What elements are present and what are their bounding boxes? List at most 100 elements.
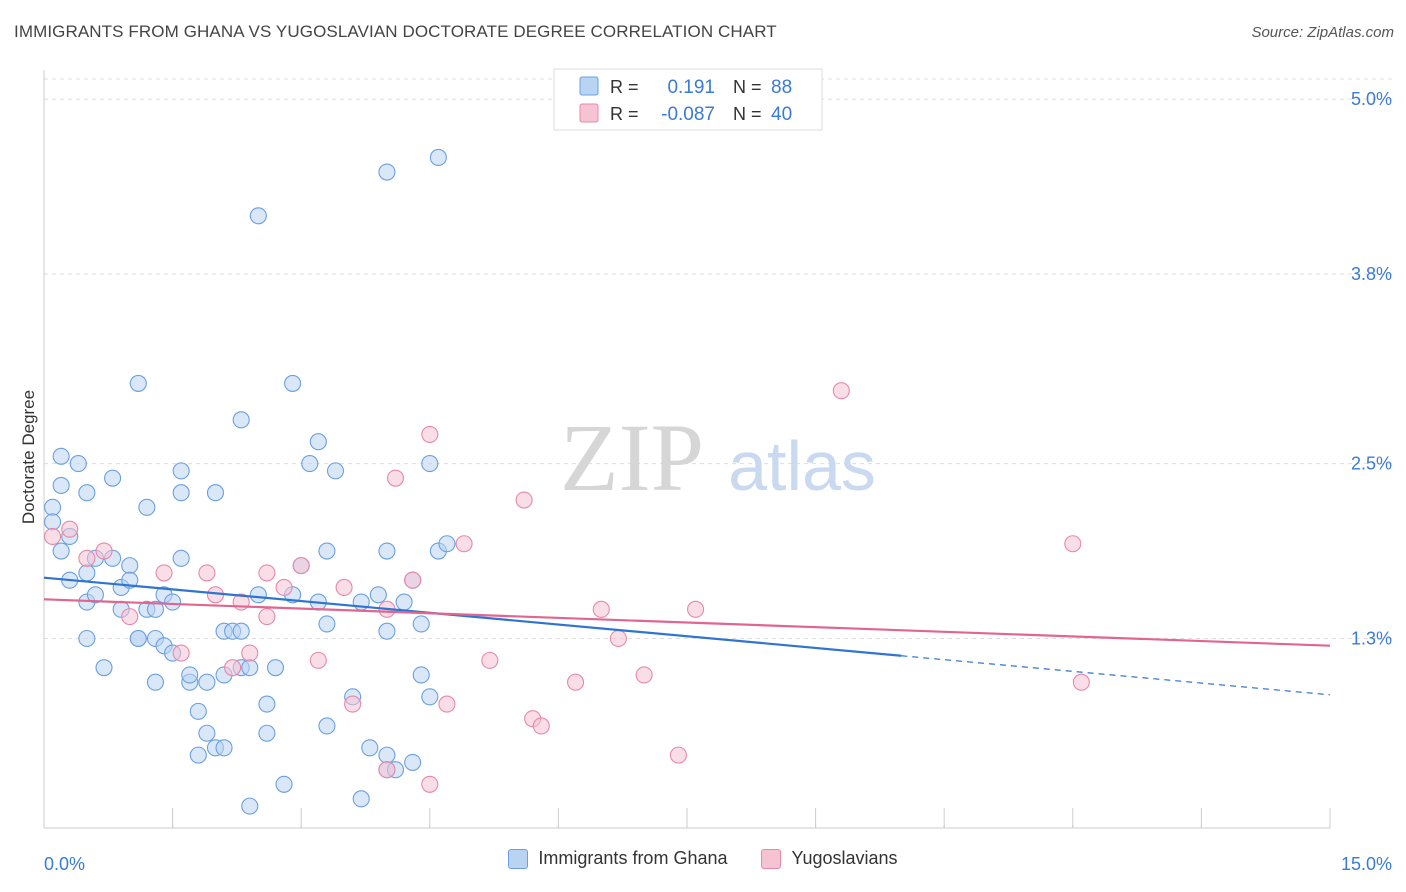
point-ghana [138,498,156,516]
point-ghana [232,411,250,429]
point-yugoslavian [438,695,456,713]
point-ghana [78,484,96,502]
stats-r-label-2: R = [610,104,639,124]
point-yugoslavian [669,746,687,764]
point-ghana [69,455,87,473]
point-yugoslavian [309,651,327,669]
point-ghana [249,207,267,225]
point-yugoslavian [515,491,533,509]
point-ghana [275,775,293,793]
point-ghana [52,447,70,465]
y-tick-label: 5.0% [1351,89,1392,109]
trend-line-ghana-extension [901,655,1331,696]
point-yugoslavian [687,600,705,618]
stats-n-label-1: N = [733,77,762,97]
point-ghana [378,746,396,764]
chart-title: IMMIGRANTS FROM GHANA VS YUGOSLAVIAN DOC… [14,22,777,41]
trend-lines [43,576,1331,696]
point-ghana [266,659,285,677]
point-ghana [318,717,336,735]
point-ghana [318,615,336,633]
legend-item-ghana[interactable]: Immigrants from Ghana [508,848,727,869]
point-ghana [129,374,147,392]
point-yugoslavian [635,666,653,684]
point-yugoslavian [532,717,550,735]
legend-item-yugoslavians[interactable]: Yugoslavians [761,848,898,869]
point-ghana [352,790,370,808]
point-ghana [52,476,70,494]
trend-line-yugoslavians [43,598,1331,647]
point-ghana [378,542,396,560]
tick-labels: 1.3% 2.5% 3.8% 5.0% 0.0% 15.0% [44,89,1392,874]
point-yugoslavian [198,564,216,582]
point-yugoslavian [592,600,610,618]
point-ghana [232,622,250,640]
point-ghana [146,673,165,691]
point-ghana [258,724,276,742]
watermark-atlas: atlas [728,427,876,505]
point-ghana [438,535,456,553]
point-yugoslavian [241,644,259,662]
point-yugoslavian [386,469,405,487]
stats-swatch-yugoslavians [579,103,599,123]
point-ghana [404,753,422,771]
point-ghana [249,586,267,604]
stats-swatch-ghana [579,76,599,96]
point-ghana [189,702,207,720]
point-ghana [309,433,327,451]
grid-lines [43,78,1392,828]
point-ghana [78,564,96,582]
x-tick-label: 15.0% [1341,854,1392,874]
point-yugoslavian [335,578,353,597]
point-ghana [44,498,62,516]
point-ghana [378,622,396,640]
point-ghana [95,659,113,677]
point-ghana [421,455,439,473]
legend-swatch-ghana [508,848,529,869]
point-yugoslavian [292,557,310,575]
legend-swatch-yugoslavians [761,848,782,869]
stats-n-value-1: 88 [771,77,792,98]
point-yugoslavian [172,644,190,662]
y-axis-label: Doctorate Degree [19,390,38,524]
stats-legend: R = 0.191 N = 88 R = -0.087 N = 40 [553,68,823,131]
point-yugoslavian [421,775,439,793]
point-ghana [172,549,190,567]
point-ghana [78,629,96,648]
stats-n-value-2: 40 [771,104,792,125]
point-ghana [284,374,302,392]
point-ghana [86,586,104,604]
trend-line-ghana [43,576,902,657]
point-ghana [121,557,139,575]
point-ghana [104,469,122,487]
point-yugoslavian [95,542,113,560]
point-ghana [429,148,447,167]
point-ghana [258,695,276,713]
axes [43,70,1330,829]
watermark-zip: ZIP [560,404,704,511]
point-ghana [44,513,62,531]
point-yugoslavian [44,527,62,546]
y-tick-label: 2.5% [1351,454,1392,474]
point-yugoslavian [832,382,850,400]
point-ghana [395,593,413,611]
point-ghana [378,163,396,181]
y-tick-label: 1.3% [1351,629,1392,649]
point-ghana [241,659,259,677]
x-tick-label: 0.0% [44,854,85,874]
legend-label-ghana: Immigrants from Ghana [538,848,728,868]
point-ghana [301,455,319,473]
point-yugoslavian [258,564,276,582]
point-ghana [198,673,216,691]
watermark: ZIP atlas [560,404,876,511]
point-yugoslavian [275,578,293,597]
point-yugoslavian [1072,673,1090,691]
point-yugoslavian [155,564,173,582]
point-ghana [52,542,70,560]
point-ghana [412,615,430,633]
point-yugoslavian [481,651,499,669]
stats-n-label-2: N = [733,104,762,124]
point-yugoslavian [344,695,362,713]
point-ghana [369,586,387,604]
